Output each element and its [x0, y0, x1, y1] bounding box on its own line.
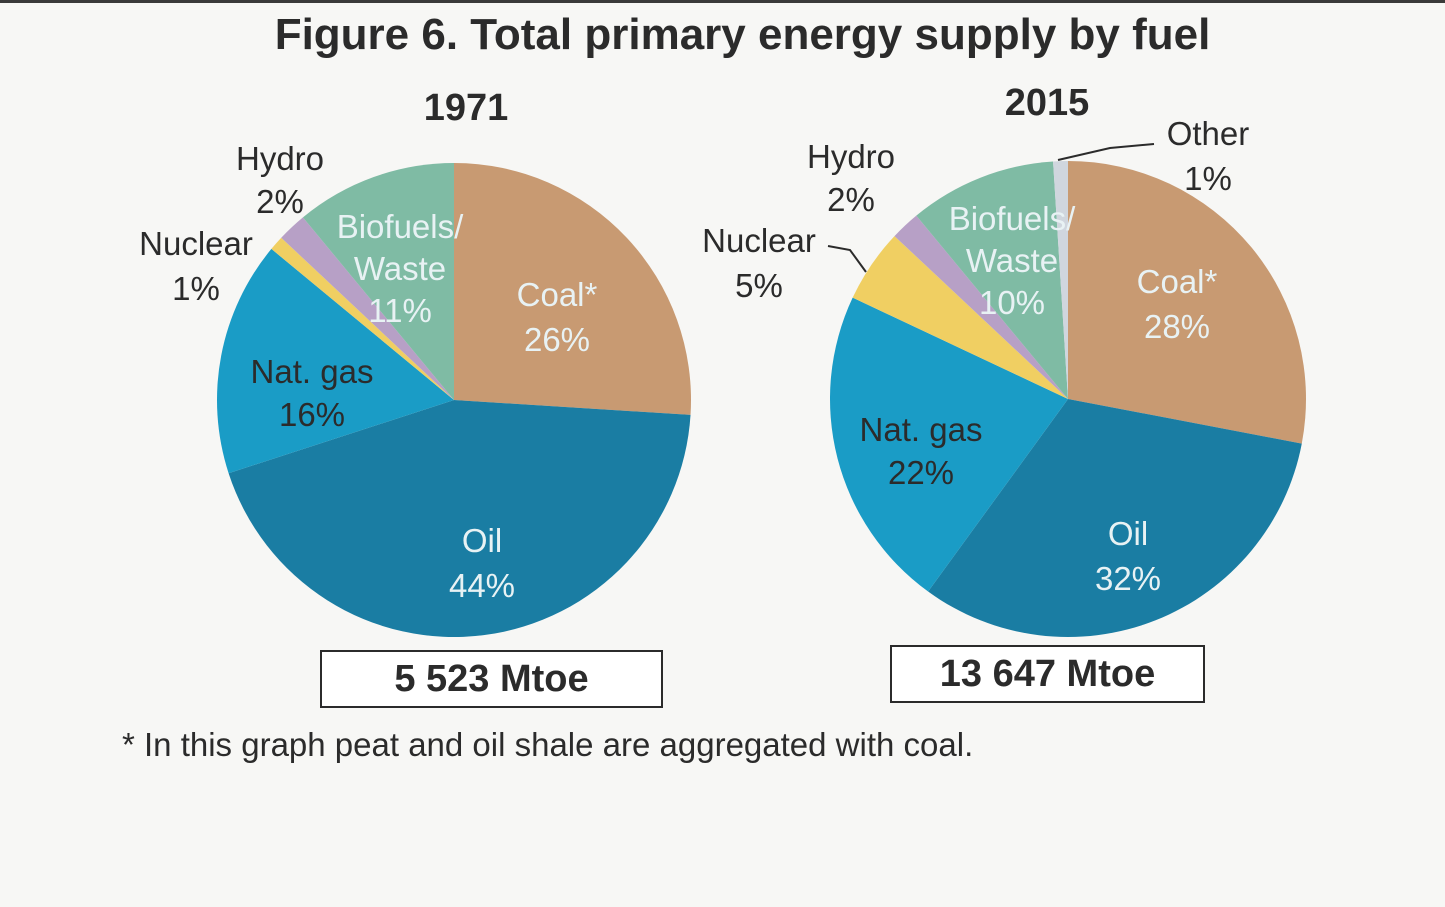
- pie-slice-2015-coal: [1068, 161, 1306, 444]
- footnote: * In this graph peat and oil shale are a…: [122, 726, 974, 763]
- label-2015-nuclear: Nuclear 5%: [702, 222, 816, 304]
- label-1971-nat-gas: Nat. gas 16%: [251, 353, 374, 433]
- label-1971-hydro: Hydro 2%: [236, 140, 324, 220]
- pie-slice-2015-nuclear: [852, 236, 1068, 399]
- pie-slice-1971-nat-gas: [217, 248, 454, 474]
- label-2015-nat-gas: Nat. gas 22%: [860, 411, 983, 491]
- label-1971-biofuels-waste: Biofuels/Waste 11%: [337, 208, 464, 329]
- pie-slice-1971-biofuels-waste: [302, 163, 454, 400]
- label-2015-coal: Coal* 28%: [1137, 263, 1218, 345]
- leader-2015-other: [1057, 143, 1155, 161]
- total-2015-box: 13 647 Mtoe: [890, 645, 1205, 703]
- label-2015-hydro: Hydro 2%: [807, 138, 895, 218]
- pie-title-2015: 2015: [1005, 82, 1090, 124]
- total-1971-box: 5 523 Mtoe: [320, 650, 663, 708]
- pie-chart-1971: [217, 163, 692, 637]
- pie-slice-1971-nuclear: [271, 237, 454, 400]
- pie-chart-2015: [830, 161, 1306, 638]
- label-1971-oil: Oil 44%: [449, 522, 515, 604]
- label-2015-oil: Oil 32%: [1095, 515, 1161, 597]
- pie-slice-2015-hydro: [894, 215, 1068, 399]
- label-1971-nuclear: Nuclear 1%: [139, 225, 253, 307]
- label-1971-coal: Coal* 26%: [517, 276, 598, 358]
- figure-title: Figure 6. Total primary energy supply by…: [274, 10, 1211, 59]
- pie-slice-2015-nat-gas: [830, 297, 1068, 592]
- pie-slice-2015-oil: [928, 399, 1302, 638]
- top-rule: [0, 0, 1445, 3]
- label-2015-biofuels-waste: Biofuels/Waste 10%: [949, 200, 1076, 321]
- label-2015-other: Other 1%: [1167, 115, 1250, 197]
- pie-slice-2015-other: [1053, 161, 1068, 399]
- leader-2015-nuclear: [827, 245, 867, 273]
- pie-slice-2015-biofuels-waste: [916, 161, 1068, 399]
- pie-slice-1971-hydro: [281, 217, 454, 400]
- pie-slice-1971-coal: [454, 163, 692, 415]
- pie-title-1971: 1971: [424, 87, 509, 129]
- pie-slice-1971-oil: [228, 400, 691, 637]
